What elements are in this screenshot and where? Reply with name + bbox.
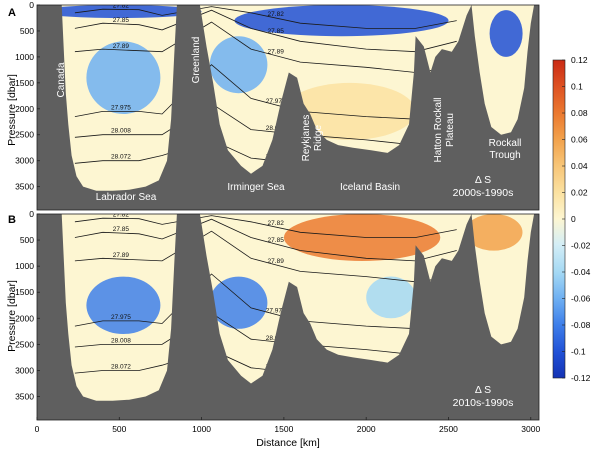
colorbar-tick-label: -0.1 — [571, 347, 586, 357]
isopycnal-line — [74, 64, 416, 120]
isopycnal-label: 27.975 — [111, 104, 131, 111]
isopycnal-line — [74, 230, 457, 283]
panel-a-label: A — [8, 7, 16, 19]
seafloor — [37, 214, 539, 420]
anomaly-patch — [464, 214, 523, 251]
isopycnal-label: 27.85 — [113, 226, 130, 233]
xtick-label: 1000 — [192, 424, 211, 434]
ytick-label: 2000 — [15, 313, 34, 323]
isopycnal-line — [74, 218, 457, 262]
isopycnal-label: 27.975 — [266, 98, 286, 105]
ytick-label: 3500 — [15, 182, 34, 192]
isopycnal-line — [74, 215, 457, 238]
isopycnal-label: 28.008 — [111, 128, 131, 135]
colorbar-tick-label: 0.1 — [571, 82, 583, 92]
ytick-label: 1500 — [15, 287, 34, 297]
panel-b: 27.82 27.82 27.85 27.85 27.89 27.89 27.975 27.9… — [15, 209, 540, 434]
ytick-label: 3000 — [15, 156, 34, 166]
ytick-label: 2500 — [15, 130, 34, 140]
xtick-label: 0 — [35, 424, 40, 434]
seafloor — [37, 5, 539, 210]
isopycnal-label: 27.975 — [111, 314, 131, 321]
anomaly-patch — [209, 36, 268, 94]
isopycnal-label: 27.85 — [113, 17, 130, 24]
region-label-canada: Canada — [56, 62, 67, 97]
panel-a: 27.82 27.82 27.85 27.85 27.89 27.89 27.975 27.9… — [15, 0, 540, 211]
panel-b-ylabel: Pressure [dbar] — [6, 280, 18, 352]
ytick-label: 500 — [20, 235, 34, 245]
isopycnal-label: 27.89 — [268, 258, 285, 265]
colorbar: 0.12 0.1 0.08 0.06 0.04 0.02 0 -0.02 -0.04 -0.06 -… — [552, 55, 591, 383]
ytick-label: 0 — [29, 209, 34, 219]
colorbar-tick-label: 0 — [571, 214, 576, 224]
region-label-reykjanes-ridge: ReykjanesRidge — [301, 115, 324, 162]
region-label-greenland: Greenland — [191, 37, 202, 84]
isopycnal-line — [74, 6, 457, 29]
colorbar-tick-label: -0.08 — [571, 320, 591, 330]
region-label-hatton-rockall-plateau: Hatton RockallPlateau — [433, 97, 456, 162]
ytick-label: 1000 — [15, 261, 34, 271]
panel-a-ylabel: Pressure [dbar] — [6, 74, 18, 146]
panel-frame — [36, 4, 540, 211]
anomaly-patch — [283, 82, 416, 140]
colorbar-tick-label: -0.02 — [571, 241, 591, 251]
isopycnal-line — [74, 273, 416, 330]
ytick-label: 1000 — [15, 52, 34, 62]
isopycnal-label: 27.82 — [268, 11, 285, 18]
isopycnal-label: 27.82 — [268, 220, 285, 227]
colorbar-tick-label: -0.06 — [571, 294, 591, 304]
anomaly-patch — [209, 276, 268, 329]
region-label-irminger-sea: Irminger Sea — [227, 182, 285, 193]
isopycnal-label: 28.072 — [111, 364, 131, 371]
x-axis-label: Distance [km] — [256, 437, 320, 449]
period-label: Δ S 2010s-1990s — [453, 384, 514, 409]
region-label-iceland-basin: Iceland Basin — [340, 182, 400, 193]
isopycnal-label: 28.072 — [111, 154, 131, 161]
isopycnal-label: 27.89 — [113, 43, 130, 50]
colorbar-tick-label: -0.04 — [571, 267, 591, 277]
anomaly-patch — [86, 276, 161, 334]
colorbar-tick-label: 0.08 — [571, 108, 588, 118]
isopycnal-label: 27.975 — [266, 307, 286, 314]
isopycnal-label: 28.008 — [111, 337, 131, 344]
xtick-label: 3000 — [521, 424, 540, 434]
isopycnal-label: 27.82 — [113, 211, 130, 218]
ytick-label: 2000 — [15, 104, 34, 114]
anomaly-patch — [366, 276, 416, 319]
isopycnal-label: 27.82 — [113, 2, 130, 9]
xtick-label: 500 — [112, 424, 126, 434]
isopycnal-label: 27.85 — [268, 28, 285, 35]
xtick-label: 2500 — [439, 424, 458, 434]
panel-b-label: B — [8, 214, 16, 226]
ytick-label: 500 — [20, 26, 34, 36]
colorbar-tick-label: -0.12 — [571, 373, 591, 383]
anomaly-patch — [489, 10, 523, 57]
isopycnal-line — [74, 9, 457, 53]
colorbar-tick-label: 0.04 — [571, 161, 588, 171]
ytick-label: 3500 — [15, 392, 34, 402]
xtick-label: 2000 — [357, 424, 376, 434]
ytick-label: 3000 — [15, 365, 34, 375]
colorbar-tick-label: 0.02 — [571, 188, 588, 198]
period-label: Δ S 2000s-1990s — [453, 174, 514, 199]
isopycnal-label: 27.89 — [268, 49, 285, 56]
region-label-rockall-trough: Rockall Trough — [489, 138, 522, 161]
xtick-label: 1500 — [274, 424, 293, 434]
isopycnal-line — [74, 21, 457, 73]
colorbar-tick-label: 0.06 — [571, 135, 588, 145]
ytick-label: 2500 — [15, 339, 34, 349]
panel-frame — [36, 213, 540, 421]
colorbar-tick-label: 0.12 — [571, 55, 588, 65]
anomaly-patch — [86, 41, 161, 115]
ytick-label: 1500 — [15, 78, 34, 88]
isopycnal-label: 27.89 — [113, 252, 130, 259]
isopycnal-label: 27.85 — [268, 237, 285, 244]
region-label-labrador-sea: Labrador Sea — [96, 192, 157, 203]
ytick-label: 0 — [29, 0, 34, 10]
